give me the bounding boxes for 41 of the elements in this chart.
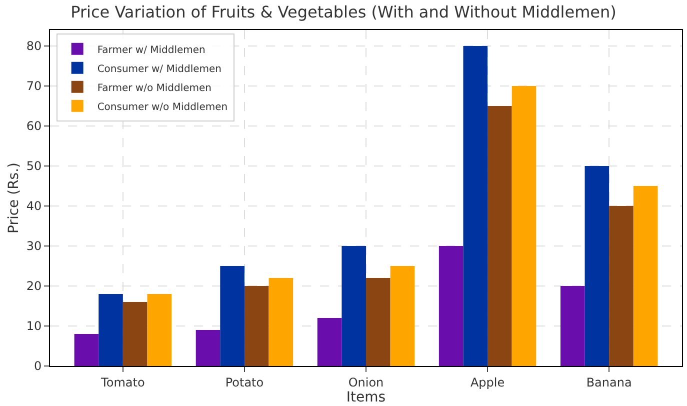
y-tick-label: 10 (26, 319, 42, 334)
bar (488, 106, 512, 366)
y-tick-label: 30 (26, 239, 42, 254)
legend-label: Farmer w/ Middlemen (97, 44, 206, 56)
y-axis-title: Price (Rs.) (6, 162, 22, 234)
bar (366, 278, 390, 366)
bar (317, 318, 342, 366)
bar (147, 294, 172, 366)
bar (438, 246, 464, 366)
bar (196, 330, 220, 366)
y-tick-label: 80 (26, 39, 42, 54)
x-axis-title: Items (346, 389, 386, 406)
legend-label: Consumer w/o Middlemen (97, 102, 228, 113)
y-tick-label: 60 (26, 119, 42, 134)
y-tick-label: 20 (26, 279, 42, 294)
y-tick-label: 0 (34, 359, 42, 374)
x-tick-label: Potato (225, 375, 264, 390)
bar (463, 46, 488, 366)
legend-label: Farmer w/o Middlemen (97, 82, 212, 94)
bar (512, 86, 536, 366)
x-tick-label: Tomato (100, 375, 145, 390)
bar (122, 302, 148, 366)
y-tick-label: 50 (26, 159, 42, 174)
bar (220, 266, 244, 366)
bar (560, 286, 585, 366)
x-tick-label: Apple (470, 375, 505, 390)
bar (633, 186, 658, 366)
bar (98, 294, 123, 366)
legend-label: Consumer w/ Middlemen (97, 64, 222, 75)
y-tick-label: 40 (26, 199, 42, 214)
x-tick-label: Onion (348, 375, 384, 390)
x-tick-label: Banana (586, 375, 632, 390)
chart-title: Price Variation of Fruits & Vegetables (With and Without Middlemen) (70, 2, 616, 22)
bar (74, 334, 99, 366)
bar (268, 278, 294, 366)
y-tick-label: 70 (26, 79, 42, 94)
bar (609, 206, 634, 366)
bar (390, 266, 415, 366)
bar (244, 286, 269, 366)
bar (584, 166, 610, 366)
bar (342, 246, 366, 366)
